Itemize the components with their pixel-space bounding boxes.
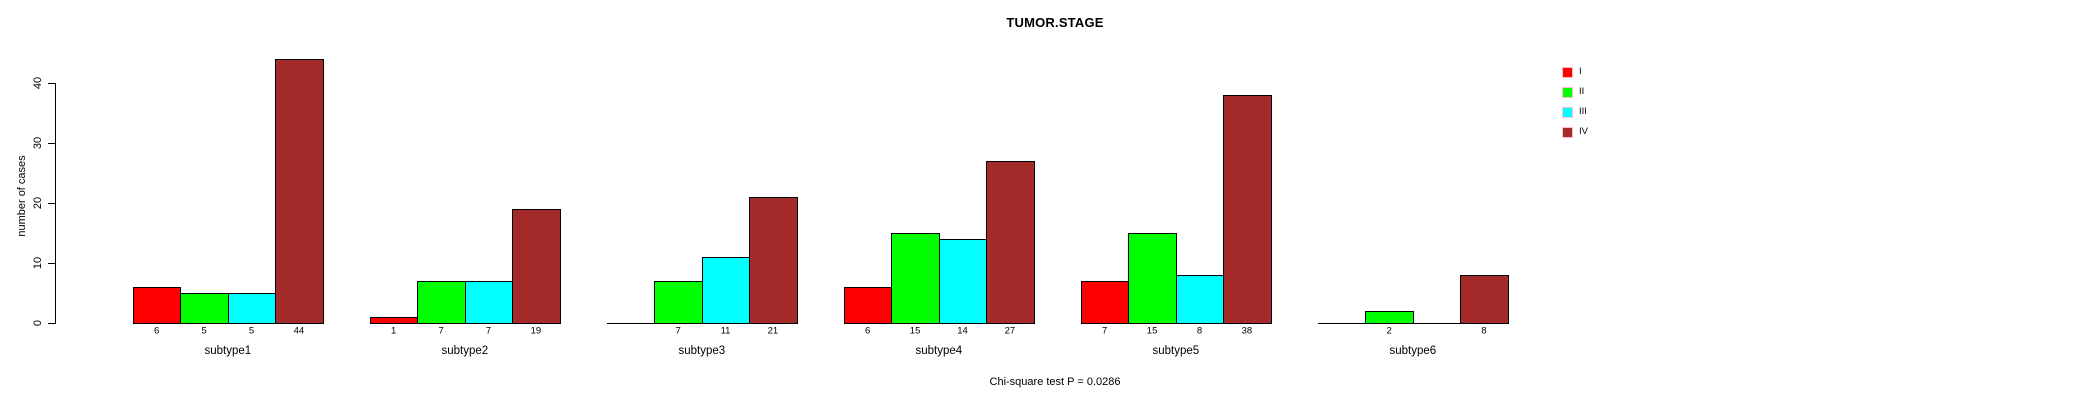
y-axis-tick bbox=[48, 143, 55, 144]
legend-label: IV bbox=[1579, 126, 1588, 138]
legend-swatch-II bbox=[1562, 86, 1573, 98]
bar-subtype4-stage-I bbox=[844, 287, 893, 324]
bar-subtype1-stage-II bbox=[180, 293, 229, 324]
legend-label: I bbox=[1579, 66, 1582, 78]
bar-subtype5-stage-II bbox=[1128, 233, 1177, 324]
bar-value-label: 8 bbox=[1481, 325, 1487, 337]
y-axis-tick-label: 30 bbox=[32, 136, 44, 150]
legend: I II III IV bbox=[1562, 62, 1588, 142]
bar-value-label: 7 bbox=[1102, 325, 1108, 337]
bar-value-label: 1 bbox=[391, 325, 397, 337]
chart-title: TUMOR.STAGE bbox=[1006, 15, 1104, 30]
bar-subtype5-stage-III bbox=[1175, 275, 1225, 324]
bar-value-label: 2 bbox=[1386, 325, 1392, 337]
bar-subtype4-stage-II bbox=[891, 233, 940, 324]
bar-value-label: 7 bbox=[485, 325, 492, 337]
bar-value-label: 19 bbox=[530, 325, 542, 337]
legend-row-IV: IV bbox=[1562, 122, 1588, 142]
y-axis-title: number of cases bbox=[16, 155, 28, 237]
bar-subtype2-stage-III bbox=[464, 281, 514, 324]
bar-value-label: 15 bbox=[909, 325, 921, 337]
bar-subtype2-stage-IV bbox=[512, 209, 561, 324]
legend-label: II bbox=[1579, 86, 1585, 98]
bar-value-label: 7 bbox=[438, 325, 444, 337]
bar-value-label: 5 bbox=[248, 325, 255, 337]
bar-subtype3-stage-IV bbox=[749, 197, 798, 324]
legend-row-II: II bbox=[1562, 82, 1588, 102]
y-axis-line bbox=[55, 83, 56, 324]
bar-value-label: 7 bbox=[675, 325, 681, 337]
bar-value-label: 44 bbox=[293, 325, 305, 337]
bar-subtype2-stage-I bbox=[370, 317, 419, 324]
legend-row-III: III bbox=[1562, 102, 1588, 122]
category-label-subtype3: subtype3 bbox=[678, 345, 726, 357]
legend-row-I: I bbox=[1562, 62, 1588, 82]
bar-value-label: 21 bbox=[767, 325, 779, 337]
bar-subtype1-stage-IV bbox=[275, 59, 324, 324]
bar-subtype1-stage-I bbox=[133, 287, 182, 324]
category-label-subtype4: subtype4 bbox=[915, 345, 963, 357]
bar-subtype6-stage-II bbox=[1365, 311, 1414, 324]
bar-subtype1-stage-III bbox=[227, 293, 277, 324]
bar-value-label: 11 bbox=[720, 325, 731, 337]
y-axis-tick-label: 20 bbox=[32, 196, 44, 210]
category-label-subtype2: subtype2 bbox=[441, 345, 489, 357]
bar-subtype4-stage-III bbox=[938, 239, 988, 324]
y-axis-tick-label: 0 bbox=[32, 319, 44, 327]
category-label-subtype5: subtype5 bbox=[1152, 345, 1200, 357]
y-axis-tick bbox=[48, 203, 55, 204]
y-axis-tick bbox=[48, 83, 55, 84]
category-label-subtype6: subtype6 bbox=[1389, 345, 1437, 357]
bar-value-label: 8 bbox=[1196, 325, 1203, 337]
bar-subtype4-stage-IV bbox=[986, 161, 1035, 324]
category-label-subtype1: subtype1 bbox=[204, 345, 252, 357]
bar-value-label: 6 bbox=[865, 325, 871, 337]
y-axis-tick-label: 10 bbox=[32, 256, 44, 270]
y-axis-tick-label: 40 bbox=[32, 76, 44, 90]
bar-value-label: 5 bbox=[201, 325, 207, 337]
legend-label: III bbox=[1579, 106, 1587, 118]
bar-subtype5-stage-I bbox=[1081, 281, 1130, 324]
bar-value-label: 15 bbox=[1146, 325, 1158, 337]
legend-swatch-IV bbox=[1562, 126, 1573, 138]
bar-subtype5-stage-IV bbox=[1223, 95, 1272, 324]
bar-subtype3-stage-III bbox=[701, 257, 751, 324]
bar-value-label: 6 bbox=[154, 325, 160, 337]
y-axis-tick bbox=[48, 323, 55, 324]
bar-subtype2-stage-II bbox=[417, 281, 466, 324]
legend-swatch-III bbox=[1562, 106, 1573, 118]
bar-value-label: 27 bbox=[1004, 325, 1016, 337]
bar-value-label: 14 bbox=[957, 325, 968, 337]
bar-subtype6-stage-IV bbox=[1460, 275, 1509, 324]
y-axis-tick bbox=[48, 263, 55, 264]
chi-square-annotation: Chi-square test P = 0.0286 bbox=[989, 376, 1121, 388]
bar-subtype3-stage-II bbox=[654, 281, 703, 324]
legend-swatch-I bbox=[1562, 66, 1573, 78]
bar-value-label: 38 bbox=[1241, 325, 1253, 337]
